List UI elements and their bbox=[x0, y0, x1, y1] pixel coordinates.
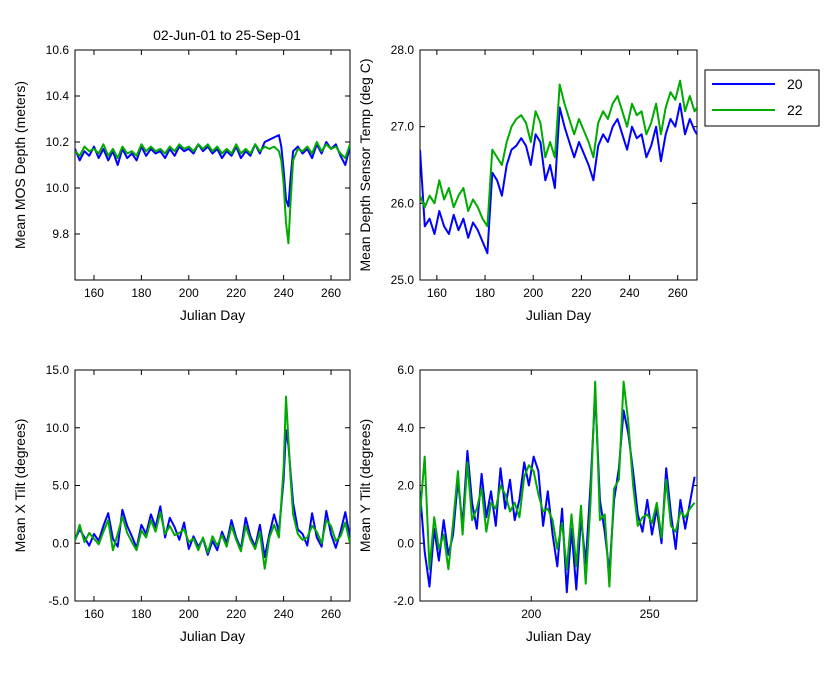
x-tick-label: 160 bbox=[427, 286, 447, 300]
x-tick-label: 260 bbox=[321, 607, 341, 621]
y-tick-label: -5.0 bbox=[48, 594, 69, 608]
x-tick-label: 200 bbox=[521, 607, 541, 621]
y-axis-label: Mean Depth Sensor Temp (deg C) bbox=[357, 59, 373, 272]
x-tick-label: 240 bbox=[620, 286, 640, 300]
legend-label-20: 20 bbox=[787, 76, 803, 92]
y-tick-label: 10.4 bbox=[46, 89, 70, 103]
y-tick-label: 0.0 bbox=[397, 536, 414, 550]
series-line-22 bbox=[75, 395, 350, 570]
x-tick-label: 220 bbox=[571, 286, 591, 300]
x-tick-label: 180 bbox=[475, 286, 495, 300]
y-axis-label: Mean X Tilt (degrees) bbox=[12, 419, 28, 553]
x-tick-label: 200 bbox=[179, 286, 199, 300]
legend-box bbox=[704, 69, 820, 127]
plot-frame bbox=[74, 49, 351, 281]
plot-frame bbox=[419, 49, 698, 281]
x-tick-label: 200 bbox=[523, 286, 543, 300]
y-tick-label: 28.0 bbox=[391, 43, 415, 57]
x-tick-label: 160 bbox=[84, 286, 104, 300]
legend-label-22: 22 bbox=[787, 102, 803, 118]
plot-sensor-temp: 160 180 200 220 240 260 25.0 26.0 27.0 28.0 Julian… bbox=[357, 43, 698, 323]
plot-frame bbox=[74, 369, 351, 602]
x-tick-label: 260 bbox=[321, 286, 341, 300]
y-tick-label: 27.0 bbox=[391, 120, 415, 134]
y-tick-label: 0.0 bbox=[52, 536, 69, 550]
plot-mos-depth: 160 180 200 220 240 260 9.8 10.0 10.2 10.4 10.6 Jul… bbox=[12, 43, 351, 323]
y-tick-label: 10.2 bbox=[46, 135, 70, 149]
series-line-20 bbox=[75, 429, 350, 559]
series-line-20 bbox=[75, 134, 350, 208]
y-tick-label: 5.0 bbox=[52, 479, 69, 493]
series-line-20 bbox=[420, 102, 697, 255]
plot-y-tilt: 200 250 -2.0 0.0 2.0 4.0 6.0 Julian Day Mean Y T… bbox=[357, 363, 698, 644]
y-tick-label: 26.0 bbox=[391, 196, 415, 210]
y-axis-label: Mean Y Tilt (degrees) bbox=[357, 419, 373, 552]
y-tick-label: 15.0 bbox=[46, 363, 70, 377]
series-line-22 bbox=[420, 79, 697, 228]
x-tick-label: 240 bbox=[274, 286, 294, 300]
figure-title: 02-Jun-01 to 25-Sep-01 bbox=[153, 27, 301, 43]
legend: 20 22 bbox=[704, 69, 820, 127]
y-tick-label: 2.0 bbox=[397, 479, 414, 493]
x-axis-label: Julian Day bbox=[526, 307, 591, 323]
y-tick-label: 10.0 bbox=[46, 421, 70, 435]
y-tick-label: 25.0 bbox=[391, 273, 415, 287]
x-tick-label: 220 bbox=[226, 286, 246, 300]
x-axis-label: Julian Day bbox=[180, 628, 245, 644]
series-line-22 bbox=[75, 141, 350, 245]
x-tick-label: 220 bbox=[226, 607, 246, 621]
x-tick-label: 250 bbox=[640, 607, 660, 621]
plot-x-tilt: 160 180 200 220 240 260 -5.0 0.0 5.0 10.0 15.0 Juli… bbox=[12, 363, 351, 644]
y-tick-label: 6.0 bbox=[397, 363, 414, 377]
series-line-22 bbox=[420, 380, 696, 588]
x-tick-label: 200 bbox=[179, 607, 199, 621]
x-tick-label: 160 bbox=[84, 607, 104, 621]
y-tick-label: 10.0 bbox=[46, 181, 70, 195]
x-tick-label: 260 bbox=[668, 286, 688, 300]
y-tick-label: 9.8 bbox=[52, 227, 69, 241]
x-tick-label: 240 bbox=[274, 607, 294, 621]
y-tick-label: 10.6 bbox=[46, 43, 70, 57]
y-tick-label: 4.0 bbox=[397, 421, 414, 435]
x-axis-label: Julian Day bbox=[526, 628, 591, 644]
series-line-20 bbox=[420, 392, 696, 594]
y-axis-label: Mean MOS Depth (meters) bbox=[12, 81, 28, 249]
y-tick-label: -2.0 bbox=[393, 594, 414, 608]
x-tick-label: 180 bbox=[131, 607, 151, 621]
plot-frame bbox=[419, 369, 698, 602]
x-tick-label: 180 bbox=[131, 286, 151, 300]
x-axis-label: Julian Day bbox=[180, 307, 245, 323]
